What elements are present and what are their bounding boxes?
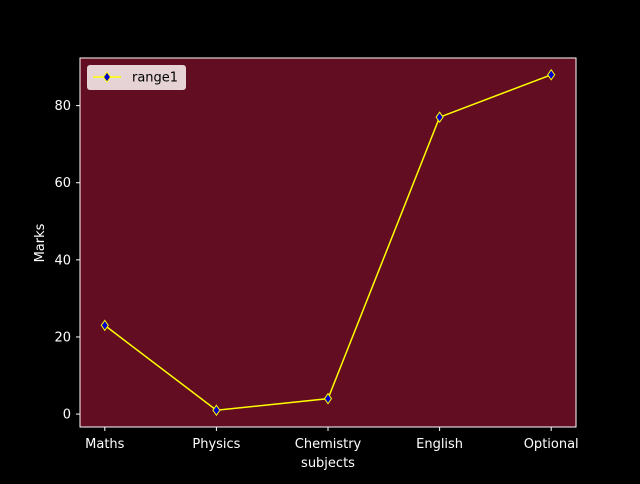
legend-label: range1 bbox=[132, 71, 178, 86]
legend-marker-sample bbox=[102, 71, 112, 83]
legend-box bbox=[87, 65, 186, 90]
y-tick-label: 80 bbox=[54, 99, 71, 114]
x-tick-label: Optional bbox=[524, 437, 579, 452]
data-point-marker bbox=[547, 68, 556, 81]
y-axis-label: Marks bbox=[33, 223, 48, 262]
y-tick-label: 40 bbox=[54, 253, 71, 268]
x-tick-label: Maths bbox=[85, 437, 125, 452]
y-tick-label: 60 bbox=[54, 176, 71, 191]
legend: range1 bbox=[87, 65, 186, 90]
x-tick-label: English bbox=[416, 437, 463, 452]
x-axis-label: subjects bbox=[301, 456, 355, 471]
data-point-marker bbox=[323, 392, 333, 405]
y-tick-label: 20 bbox=[54, 330, 71, 345]
data-point-marker bbox=[100, 319, 109, 332]
data-point-marker bbox=[435, 111, 444, 124]
y-tick-label: 0 bbox=[63, 408, 71, 423]
x-tick-label: Chemistry bbox=[295, 437, 362, 452]
x-tick-label: Physics bbox=[192, 437, 240, 452]
axes-background bbox=[80, 58, 576, 427]
data-point-marker bbox=[212, 404, 221, 417]
